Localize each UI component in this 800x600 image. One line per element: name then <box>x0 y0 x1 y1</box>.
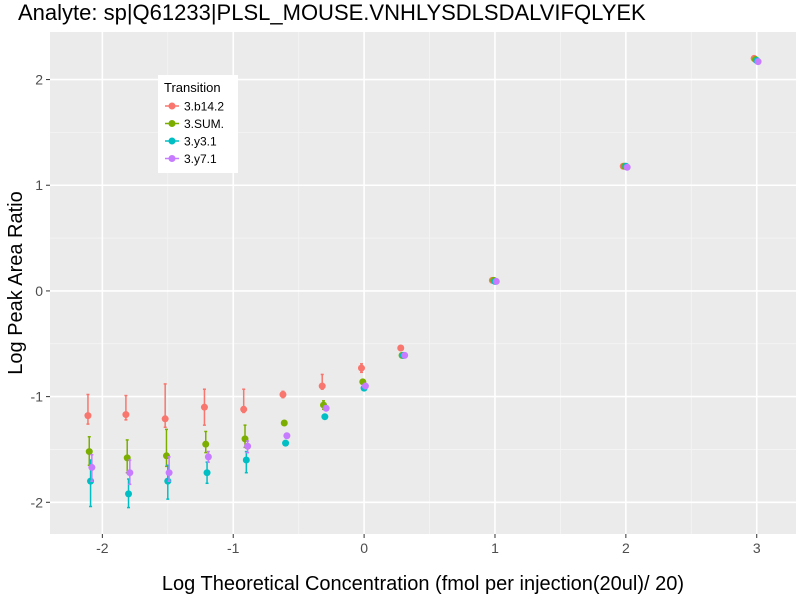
data-point <box>126 469 134 477</box>
legend-item: 3.b14.2 <box>165 100 224 114</box>
legend-label: 3.y7.1 <box>184 152 217 166</box>
data-point <box>283 432 291 440</box>
data-point <box>240 405 248 413</box>
data-point <box>85 448 93 456</box>
legend-key-point <box>168 137 176 145</box>
data-point <box>204 453 212 461</box>
data-point <box>754 58 762 66</box>
data-point <box>244 442 252 450</box>
y-axis-title: Log Peak Area Ratio <box>5 191 27 374</box>
data-point <box>279 390 287 398</box>
data-point <box>125 490 133 498</box>
series-3.y7.1 <box>88 58 762 486</box>
legend-item: 3.SUM. <box>165 117 224 131</box>
legend-key-point <box>168 120 176 127</box>
legend-label: 3.SUM. <box>184 117 224 131</box>
data-point <box>397 344 405 352</box>
data-point <box>203 469 211 477</box>
x-tick-label: 0 <box>360 540 368 556</box>
data-point <box>623 163 631 171</box>
data-point <box>202 440 210 448</box>
data-point <box>280 419 288 427</box>
data-marks <box>84 54 762 509</box>
y-tick-label: 2 <box>35 72 43 88</box>
data-point <box>401 351 409 359</box>
legend-key-point <box>168 155 176 162</box>
y-tick-label: -2 <box>31 494 44 510</box>
y-tick-label: -1 <box>31 389 44 405</box>
x-tick-label: -1 <box>227 540 240 556</box>
data-point <box>122 411 130 419</box>
x-tick-label: 3 <box>753 540 761 556</box>
x-tick-label: 2 <box>622 540 630 556</box>
data-point <box>88 463 96 471</box>
chart-title: Analyte: sp|Q61233|PLSL_MOUSE.VNHLYSDLSD… <box>18 0 646 25</box>
x-tick-label: 1 <box>491 540 499 556</box>
data-point <box>361 382 369 390</box>
legend-label: 3.y3.1 <box>184 135 217 149</box>
y-tick-label: 0 <box>35 283 43 299</box>
data-point <box>84 412 92 420</box>
data-point <box>165 469 173 477</box>
axis-ticks: -2 -1 0 1 2 3 -2 -1 0 1 2 <box>31 72 761 556</box>
data-point <box>318 382 326 390</box>
data-point <box>492 277 500 285</box>
data-point <box>282 439 290 447</box>
x-axis-title: Log Theoretical Concentration (fmol per … <box>162 573 684 595</box>
legend: Transition 3.b14.2 3.SUM. 3.y3.1 3.y7.1 <box>158 75 238 173</box>
data-point <box>242 456 250 464</box>
x-tick-label: -2 <box>96 540 109 556</box>
data-point <box>161 415 169 423</box>
legend-items: 3.b14.2 3.SUM. 3.y3.1 3.y7.1 <box>165 100 224 166</box>
data-point <box>321 413 329 421</box>
legend-item: 3.y3.1 <box>165 135 217 149</box>
legend-item: 3.y7.1 <box>165 152 217 166</box>
legend-label: 3.b14.2 <box>184 100 224 114</box>
legend-title: Transition <box>164 80 221 95</box>
y-tick-label: 1 <box>35 177 43 193</box>
data-point <box>200 403 208 411</box>
legend-key-point <box>168 102 176 110</box>
data-point <box>322 404 330 412</box>
data-point <box>357 364 365 372</box>
